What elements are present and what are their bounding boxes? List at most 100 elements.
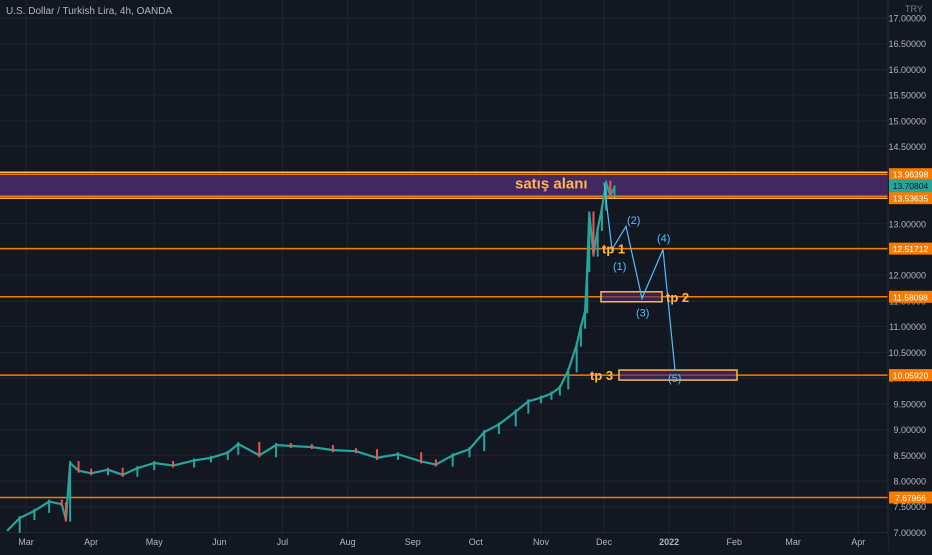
candle — [172, 461, 175, 468]
candle — [136, 466, 139, 477]
price-scale-bg — [888, 0, 932, 550]
x-tick-label: Mar — [785, 537, 801, 547]
candle — [550, 391, 553, 400]
price-tag-bg — [889, 290, 932, 303]
candle — [193, 458, 196, 468]
price-tag-bg — [889, 168, 932, 181]
y-tick-label: 9.00000 — [893, 425, 926, 435]
target-label: tp 2 — [666, 290, 689, 305]
y-tick-label: 10.50000 — [888, 348, 926, 358]
candle — [48, 499, 51, 513]
price-tag-label: 13.70804 — [893, 181, 929, 191]
candle — [209, 455, 212, 463]
y-tick-label: 7.00000 — [893, 528, 926, 538]
candle — [596, 226, 599, 257]
candle — [558, 385, 561, 396]
tp3-box — [618, 369, 738, 381]
candle — [609, 180, 612, 198]
price-tag-label: 11.58098 — [893, 292, 928, 302]
candle — [69, 461, 72, 522]
wave-label: (4) — [657, 233, 670, 245]
price-tag-label: 12.51712 — [893, 244, 929, 254]
candle — [420, 452, 423, 464]
currency-tag: TRY — [905, 4, 923, 14]
wave-label: (2) — [627, 215, 640, 227]
candle — [588, 211, 591, 273]
sell-zone-label: satış alanı — [515, 176, 588, 193]
y-tick-label: 13.00000 — [888, 219, 926, 229]
y-tick-label: 16.00000 — [888, 65, 926, 75]
y-tick-label: 8.50000 — [893, 451, 926, 461]
x-tick-label: Jun — [212, 537, 227, 547]
level-lines — [0, 173, 888, 499]
candle — [434, 459, 437, 467]
price-tag-label: 13.53635 — [893, 194, 929, 204]
x-tick-label: Oct — [469, 537, 484, 547]
y-tick-label: 11.00000 — [889, 322, 926, 332]
chart-title: U.S. Dollar / Turkish Lira, 4h, OANDA — [6, 6, 173, 17]
annotations: satış alanı tp 1 tp 2 tp 3 (1) (2) (3) (4) (5) — [515, 176, 689, 385]
x-tick-label: Sep — [405, 537, 421, 547]
candle — [584, 309, 587, 329]
y-tick-label: 15.50000 — [888, 91, 926, 101]
candle — [527, 399, 530, 414]
x-tick-label: Nov — [533, 537, 550, 547]
candle — [592, 211, 595, 257]
candle — [310, 444, 313, 450]
candle — [237, 441, 240, 455]
candle — [275, 443, 278, 458]
candle — [539, 395, 542, 404]
x-tick-label: May — [146, 537, 164, 547]
candle — [289, 443, 292, 449]
price-tag-bg — [889, 179, 932, 192]
x-tick-label: Mar — [18, 537, 34, 547]
x-axis: Mar Apr May Jun Jul Aug Sep Oct Nov Dec 2022 Feb Mar… — [0, 534, 888, 550]
x-tick-label: Dec — [596, 537, 613, 547]
candle — [468, 447, 471, 458]
candle — [613, 185, 616, 198]
y-tick-label: 9.50000 — [893, 399, 926, 409]
wave-label: (3) — [636, 307, 649, 319]
wave-projection — [603, 182, 676, 371]
candle — [106, 467, 109, 476]
candle — [77, 461, 80, 473]
candle — [258, 441, 261, 458]
candle — [60, 499, 63, 507]
sell-zone — [0, 171, 888, 199]
candle — [18, 516, 21, 533]
y-tick-label: 14.50000 — [888, 142, 926, 152]
price-tag-bg — [889, 242, 932, 255]
wave-label: (5) — [668, 373, 681, 385]
sell-zone-fill — [0, 174, 888, 197]
x-tick-label: Feb — [727, 537, 743, 547]
candle — [354, 448, 357, 454]
x-tick-label: Apr — [84, 537, 98, 547]
candle — [376, 449, 379, 460]
wave-path — [603, 182, 676, 371]
y-tick-label: 7.50000 — [893, 502, 926, 512]
candle — [575, 342, 578, 373]
x-tick-label: Jul — [277, 537, 289, 547]
time-scale-bg — [0, 534, 888, 550]
y-tick-label: 15.00000 — [888, 116, 926, 126]
candle — [483, 430, 486, 452]
candle — [226, 450, 229, 460]
price-tag-bg — [889, 491, 932, 504]
candle — [567, 368, 570, 390]
target-boxes — [600, 291, 738, 381]
price-tag-label: 7.67966 — [895, 493, 926, 503]
candle — [600, 206, 603, 231]
target-label: tp 3 — [590, 368, 613, 383]
y-tick-label: 16.50000 — [888, 39, 926, 49]
tp2-box — [600, 291, 663, 303]
price-tag-bg — [889, 192, 932, 205]
wave-label: (1) — [613, 261, 626, 273]
candle — [64, 502, 67, 522]
candle — [153, 461, 156, 471]
candle — [331, 445, 334, 453]
x-tick-label: Aug — [340, 537, 356, 547]
candle — [579, 324, 582, 347]
candle — [90, 468, 93, 476]
